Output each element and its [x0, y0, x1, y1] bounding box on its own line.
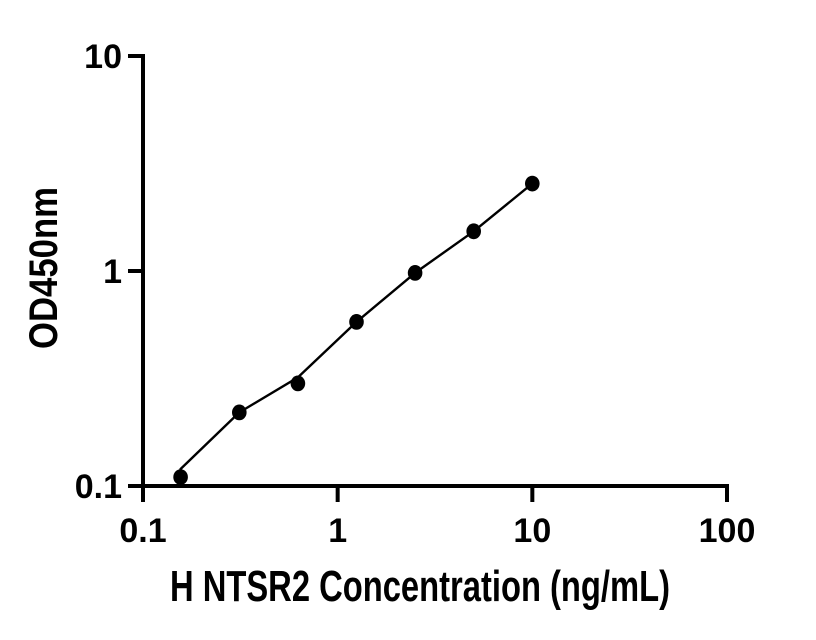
data-series [173, 175, 540, 485]
x-axis-title: H NTSR2 Concentration (ng/mL) [170, 562, 670, 611]
data-point-marker [407, 265, 423, 281]
x-tick-label: 0.1 [119, 512, 166, 550]
data-point-marker [525, 175, 540, 192]
data-point-marker [290, 375, 306, 392]
x-tick-label: 100 [699, 512, 756, 550]
y-tick-label: 10 [84, 38, 122, 76]
data-point-marker [349, 314, 364, 330]
y-axis-title: OD450nm [22, 187, 66, 349]
x-tick-label: 1 [328, 512, 347, 550]
data-point-marker [173, 469, 188, 485]
axes: 0.1 1 10 0.1 1 10 100 [75, 38, 756, 550]
y-tick-label: 1 [103, 253, 122, 291]
data-point-marker [232, 404, 247, 421]
data-point-marker [466, 223, 482, 240]
y-tick-label: 0.1 [75, 468, 122, 506]
x-tick-label: 10 [513, 512, 551, 550]
